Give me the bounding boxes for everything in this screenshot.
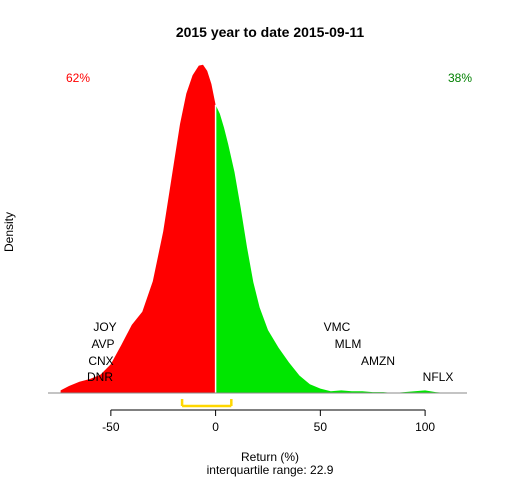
pct-positive-label: 38%	[448, 71, 472, 85]
y-axis-label: Density	[2, 212, 16, 252]
annotation-left-joy: JOY	[93, 320, 116, 334]
pct-negative-label: 62%	[66, 71, 90, 85]
chart-title: 2015 year to date 2015-09-11	[176, 24, 365, 40]
x-tick-label: 50	[314, 420, 328, 434]
annotation-right-vmc: VMC	[324, 320, 351, 334]
iqr-subtitle: interquartile range: 22.9	[207, 463, 334, 477]
annotation-left-cnx: CNX	[88, 354, 113, 368]
density-areas	[60, 64, 446, 394]
negative-density-area	[60, 64, 216, 394]
x-tick-label: 100	[415, 420, 435, 434]
annotation-right-amzn: AMZN	[361, 354, 395, 368]
x-axis-label: Return (%)	[241, 450, 299, 464]
annotation-right-mlm: MLM	[335, 337, 362, 351]
iqr-bracket	[180, 399, 233, 408]
annotation-left-dnr: DNR	[87, 370, 113, 384]
ticker-annotations: JOY AVP CNX DNR VMC MLM AMZN NFLX	[87, 320, 453, 384]
x-axis: -50 0 50 100	[102, 409, 435, 434]
annotation-left-avp: AVP	[91, 337, 114, 351]
positive-density-area	[215, 104, 446, 394]
annotation-right-nflx: NFLX	[423, 370, 454, 384]
x-tick-label: 0	[212, 420, 219, 434]
x-tick-label: -50	[102, 420, 120, 434]
